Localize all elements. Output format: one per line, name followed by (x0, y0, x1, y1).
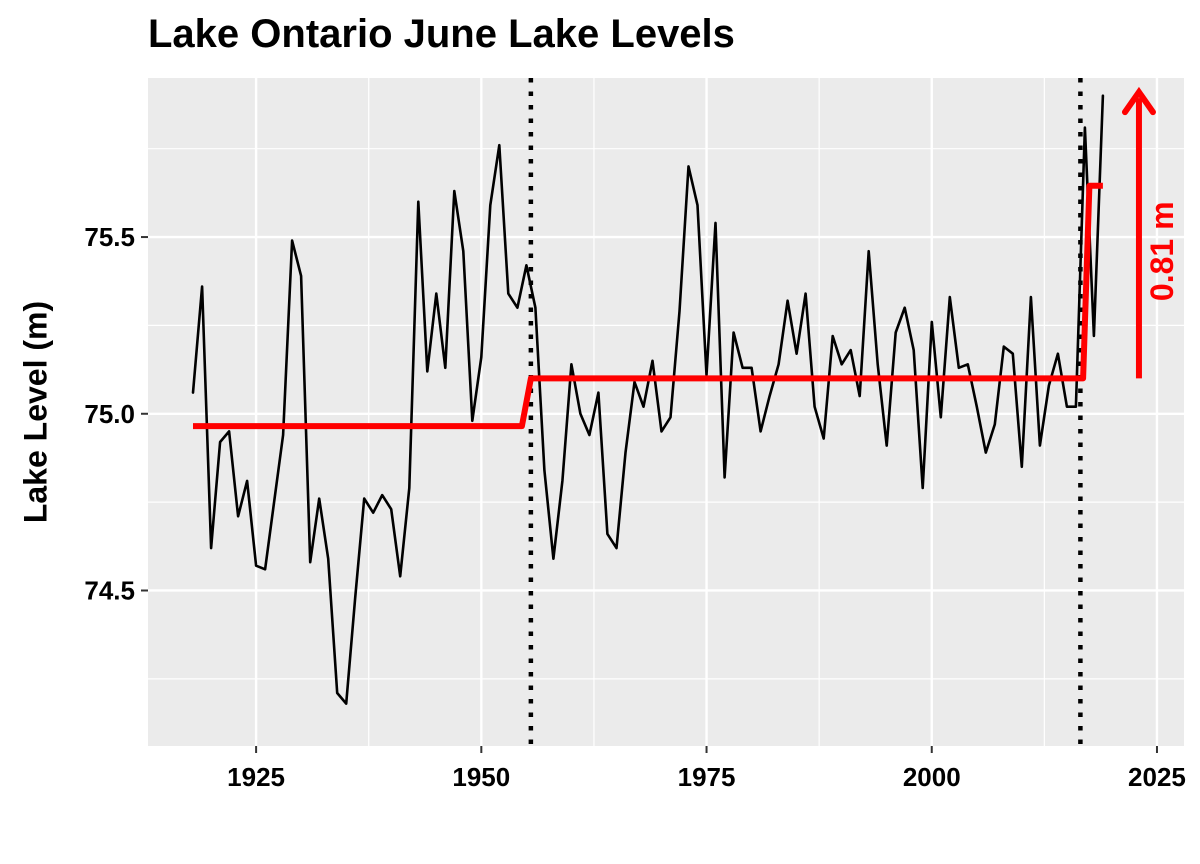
reference-lines (528, 78, 1083, 746)
plot-panel-background (148, 78, 1184, 746)
y-axis: 74.5 75.0 75.5 (84, 222, 148, 605)
x-tick-label: 2025 (1128, 762, 1186, 792)
series-layer (191, 94, 1105, 705)
x-tick-label: 1950 (452, 762, 510, 792)
series-line-annual-levels (191, 94, 1105, 705)
grid-major (148, 78, 1184, 746)
series-line-mean-levels (193, 182, 1103, 430)
y-tick-label: 75.0 (84, 399, 135, 429)
x-tick-label: 2000 (903, 762, 961, 792)
chart-title: Lake Ontario June Lake Levels (148, 12, 735, 56)
y-tick-label: 75.5 (84, 222, 135, 252)
x-tick-label: 1975 (678, 762, 736, 792)
annotation-label: 0.81 m (1144, 201, 1180, 301)
x-axis: 1925 1950 1975 2000 2025 (227, 746, 1186, 792)
y-tick-label: 74.5 (84, 575, 135, 605)
annotation-layer: 0.81 m (1121, 86, 1180, 379)
x-tick-label: 1925 (227, 762, 285, 792)
annotation-arrow-head (1121, 86, 1156, 116)
